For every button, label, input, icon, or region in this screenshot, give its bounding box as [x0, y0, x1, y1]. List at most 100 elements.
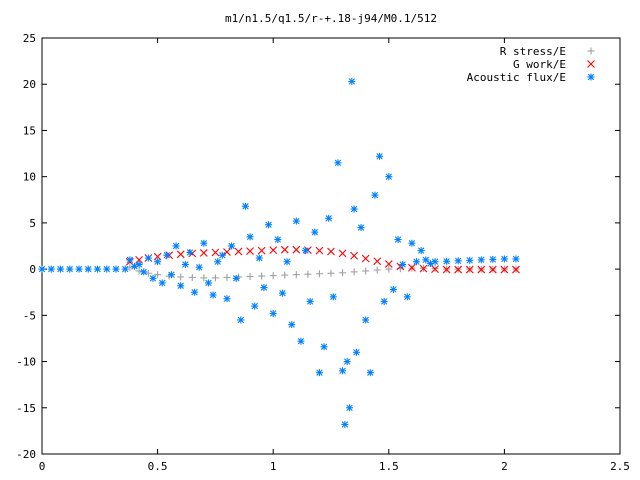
data-point [376, 152, 384, 160]
data-point [135, 267, 143, 275]
data-point [204, 279, 212, 287]
y-tick-label: 25 [23, 32, 36, 45]
data-point [278, 289, 286, 297]
data-point [385, 173, 393, 181]
data-point [500, 265, 509, 274]
data-point [144, 269, 152, 277]
data-point [177, 282, 185, 290]
data-point [373, 257, 382, 266]
data-point [135, 260, 143, 268]
data-point [306, 297, 314, 305]
data-point [269, 309, 277, 317]
data-point [232, 274, 240, 282]
y-tick-label: -10 [16, 356, 36, 369]
y-tick-label: 15 [23, 124, 36, 137]
data-point [385, 265, 393, 273]
data-point [419, 264, 428, 273]
data-point [315, 369, 323, 377]
data-point [211, 248, 220, 257]
data-point [442, 265, 451, 274]
legend-marker [587, 73, 595, 81]
data-point [121, 265, 129, 273]
legend-label: Acoustic flux/E [467, 71, 566, 84]
data-point [149, 274, 157, 282]
data-point [500, 255, 508, 263]
data-point [47, 265, 55, 273]
data-point [465, 265, 474, 274]
x-tick-label: 1.5 [379, 460, 399, 473]
data-point [329, 293, 337, 301]
data-point [477, 256, 485, 264]
data-point [488, 265, 497, 274]
data-point [350, 268, 358, 276]
data-point [163, 251, 171, 259]
data-point [251, 302, 259, 310]
data-point [38, 265, 46, 273]
x-tick-label: 0.5 [148, 460, 168, 473]
series-acoustic-flux-e [38, 77, 520, 428]
data-point [343, 358, 351, 366]
y-tick-label: 20 [23, 78, 36, 91]
x-tick-label: 1 [270, 460, 277, 473]
y-tick-label: -5 [23, 309, 36, 322]
data-point [341, 420, 349, 428]
data-point [311, 228, 319, 236]
data-point [274, 236, 282, 244]
data-point [223, 295, 231, 303]
data-point [292, 217, 300, 225]
legend-label: R stress/E [500, 45, 566, 58]
plot-frame [41, 37, 621, 455]
data-point [408, 239, 416, 247]
data-point [454, 265, 463, 274]
data-point [154, 271, 162, 279]
data-point [371, 191, 379, 199]
data-point [352, 348, 360, 356]
data-point [417, 247, 425, 255]
data-point [241, 202, 249, 210]
data-point [181, 260, 189, 268]
data-point [292, 271, 300, 279]
data-point [431, 265, 439, 274]
data-point [66, 265, 74, 273]
data-point [413, 258, 421, 266]
data-point [361, 254, 370, 263]
data-point [191, 288, 199, 296]
data-point [93, 265, 101, 273]
data-point [280, 245, 289, 254]
data-point [234, 247, 243, 256]
data-point [200, 239, 208, 247]
data-point [297, 337, 305, 345]
data-point [327, 269, 335, 277]
data-point [158, 279, 166, 287]
data-point [260, 284, 268, 292]
data-point [339, 367, 347, 375]
data-point [512, 265, 520, 274]
data-point [199, 249, 208, 257]
data-point [281, 271, 289, 279]
data-point [403, 293, 411, 301]
data-point [209, 291, 217, 299]
data-point [258, 272, 266, 280]
data-point [350, 251, 359, 260]
y-tick-label: -20 [16, 448, 36, 461]
x-tick-label: 0 [39, 460, 46, 473]
data-point [325, 214, 333, 222]
data-point [408, 263, 416, 272]
y-tick-label: 10 [23, 171, 36, 184]
legend-marker [587, 47, 595, 55]
y-tick-label: -15 [16, 402, 36, 415]
data-point [75, 265, 83, 273]
axis-ticks: 0 0.5 1 1.5 2 2.5 -20 -15 -10 -5 0 5 10 15 20 25 [16, 32, 630, 473]
data-point [345, 404, 353, 412]
data-point [302, 247, 310, 255]
data-point [188, 273, 196, 281]
legend-label: G work/E [513, 58, 566, 71]
data-point [84, 265, 92, 273]
data-point [334, 159, 342, 167]
data-point [167, 271, 175, 279]
data-point [315, 270, 323, 278]
data-point [320, 343, 328, 351]
data-point [283, 258, 291, 266]
